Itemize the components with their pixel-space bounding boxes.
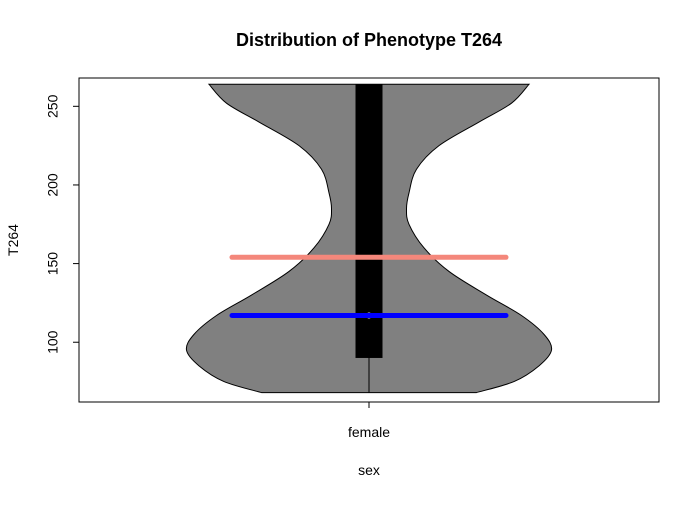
chart-title: Distribution of Phenotype T264 (236, 30, 502, 50)
y-tick-label: 150 (45, 252, 61, 276)
x-axis: female (348, 402, 390, 440)
y-axis: 100 150 200 250 (45, 94, 79, 354)
y-tick-label: 200 (45, 173, 61, 197)
x-tick-label: female (348, 424, 390, 440)
reference-lines-layer (229, 254, 509, 318)
y-axis-title: T264 (5, 224, 21, 256)
violin-layer (185, 83, 553, 394)
x-axis-title: sex (358, 462, 380, 478)
y-tick-label: 250 (45, 94, 61, 118)
y-tick-label: 100 (45, 330, 61, 354)
